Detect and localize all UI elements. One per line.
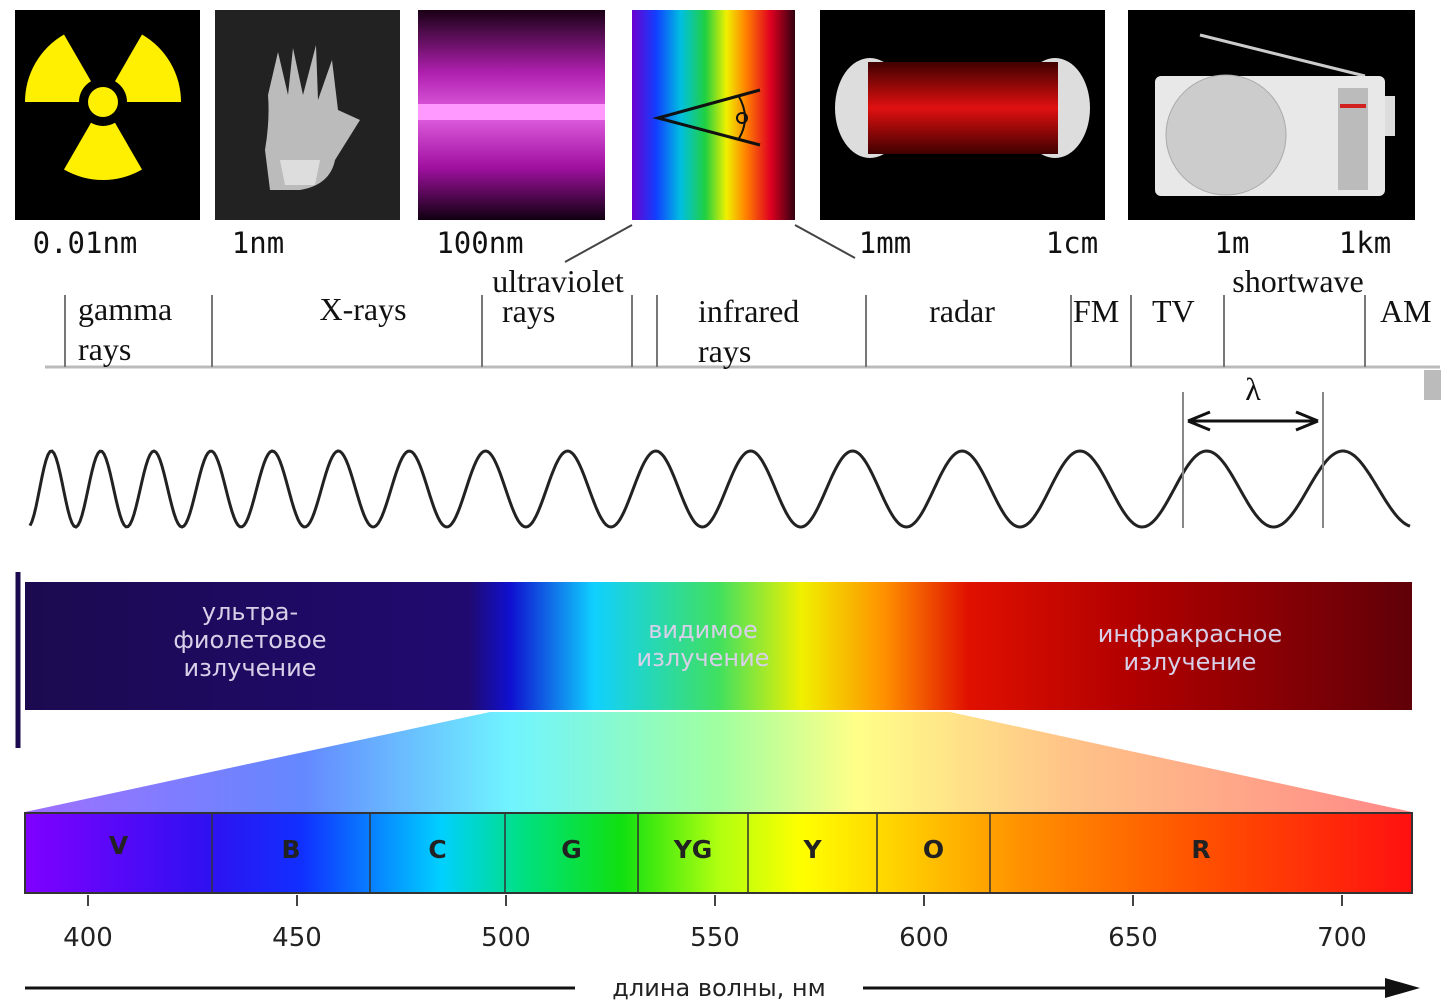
lambda-label: λ [1245, 371, 1261, 407]
color-label: B [281, 835, 300, 864]
color-label: V [109, 831, 129, 860]
connector [795, 225, 855, 258]
region-label: инфракрасное [1098, 620, 1283, 648]
radio-picture [1128, 10, 1415, 220]
trefoil-center [88, 87, 118, 117]
wavelength-label: 1nm [232, 226, 284, 260]
lambda-arrow [1188, 412, 1318, 430]
color-label: Y [802, 835, 822, 864]
band-label: infrared [698, 293, 799, 329]
tick-label: 400 [63, 923, 113, 953]
color-label: O [923, 835, 944, 864]
color-label: YG [673, 835, 713, 864]
region-label: излучение [637, 644, 770, 672]
band-label: rays [502, 293, 555, 329]
region-label: излучение [1124, 648, 1257, 676]
wavelength-label: 1km [1339, 226, 1391, 260]
region-label: ультра- [202, 598, 298, 626]
band-label: gamma [78, 291, 172, 327]
connector [565, 225, 632, 262]
region-label: фиолетовое [173, 626, 326, 654]
radar-picture [820, 10, 1105, 220]
color-label: G [561, 835, 582, 864]
band-label: rays [78, 331, 131, 367]
axis-label: длина волны, нм [612, 974, 825, 1001]
scroll-mark [1424, 370, 1441, 400]
color-label: C [428, 835, 446, 864]
spectrum-diagram: 0.01nm 1nm 100nm 1mm 1cm 1m 1km gamma rays X-ray… [0, 0, 1453, 1001]
visible-fan [25, 712, 1412, 812]
band-label: radar [929, 293, 995, 329]
wavelength-labels: 0.01nm 1nm 100nm 1mm 1cm 1m 1km [33, 226, 1392, 260]
uv-picture [418, 10, 605, 220]
wavelength-label: 0.01nm [33, 226, 138, 260]
region-label: видимое [648, 616, 758, 644]
tick-label: 650 [1108, 923, 1158, 953]
tick-label: 600 [899, 923, 949, 953]
band-label: X-rays [319, 291, 406, 327]
wavelength-label: 1m [1215, 226, 1250, 260]
tick-label: 450 [272, 923, 322, 953]
gamma-picture [15, 10, 200, 220]
axis-arrowhead [1385, 978, 1420, 998]
color-label: R [1191, 835, 1210, 864]
band-label: rays [698, 333, 751, 369]
band-label: TV [1152, 293, 1195, 329]
band-label: AM [1380, 293, 1432, 329]
wave [30, 451, 1410, 527]
wavelength-label: 1mm [859, 226, 911, 260]
region-label: излучение [184, 654, 317, 682]
tick-label: 700 [1317, 923, 1367, 953]
axis-ticks: 400 450 500 550 600 650 700 [63, 895, 1367, 953]
wavelength-label: 100nm [436, 226, 523, 260]
wavelength-label: 1cm [1046, 226, 1098, 260]
tick-label: 500 [481, 923, 531, 953]
band-label: FM [1073, 293, 1119, 329]
xray-picture [215, 10, 400, 220]
band-label: shortwave [1232, 263, 1364, 299]
visible-picture [632, 10, 795, 220]
tick-label: 550 [690, 923, 740, 953]
